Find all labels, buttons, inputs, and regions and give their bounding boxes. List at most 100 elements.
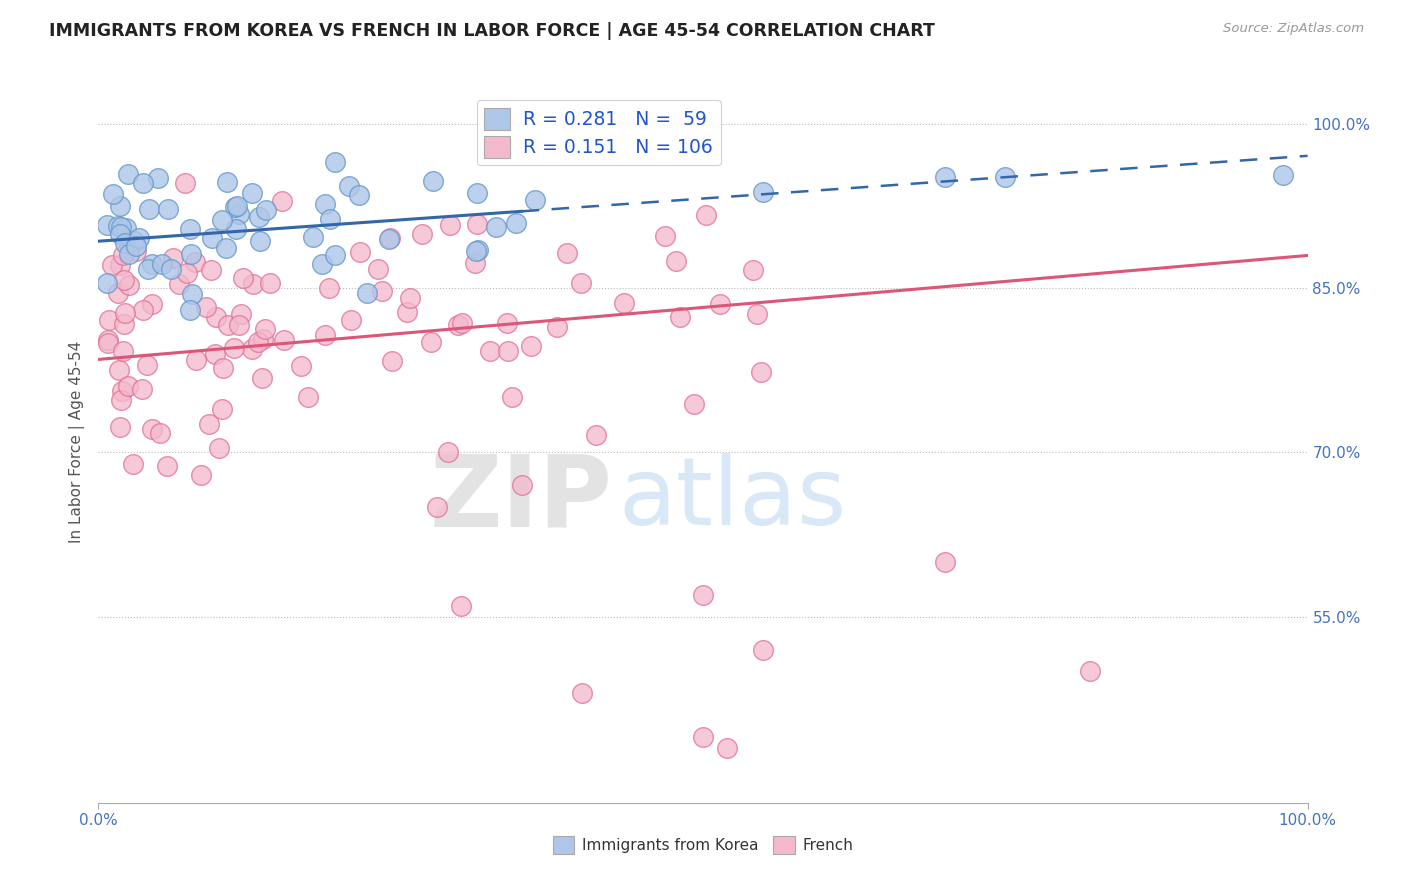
Point xyxy=(96,276,118,290)
Point xyxy=(101,186,124,201)
Point xyxy=(741,263,763,277)
Point xyxy=(349,244,371,259)
Point xyxy=(356,285,378,300)
Point xyxy=(194,300,217,314)
Point xyxy=(752,185,775,199)
Point xyxy=(132,176,155,190)
Point xyxy=(450,599,472,613)
Point xyxy=(1272,168,1295,182)
Point xyxy=(98,312,121,326)
Point xyxy=(464,256,486,270)
Point xyxy=(110,258,132,272)
Point xyxy=(259,276,281,290)
Point xyxy=(211,401,233,416)
Point xyxy=(97,335,120,350)
Point xyxy=(112,317,135,331)
Point xyxy=(183,255,205,269)
Point xyxy=(585,427,607,442)
Point xyxy=(371,285,394,299)
Legend: Immigrants from Korea, French: Immigrants from Korea, French xyxy=(547,830,859,860)
Point xyxy=(709,297,731,311)
Point xyxy=(520,339,543,353)
Point xyxy=(146,170,169,185)
Point xyxy=(228,318,250,333)
Point xyxy=(692,588,714,602)
Point xyxy=(367,261,389,276)
Point xyxy=(934,170,956,185)
Point xyxy=(311,257,333,271)
Point xyxy=(160,262,183,277)
Point xyxy=(228,207,250,221)
Point xyxy=(141,421,163,435)
Point xyxy=(156,459,179,474)
Point xyxy=(111,343,134,358)
Point xyxy=(695,208,717,222)
Point xyxy=(131,382,153,396)
Point xyxy=(340,313,363,327)
Point xyxy=(510,478,533,492)
Point xyxy=(349,188,371,202)
Point xyxy=(112,248,135,262)
Point xyxy=(108,362,131,376)
Point xyxy=(254,202,277,217)
Point xyxy=(692,730,714,744)
Point xyxy=(217,318,239,332)
Point xyxy=(225,222,247,236)
Point xyxy=(117,167,139,181)
Point xyxy=(934,555,956,569)
Point xyxy=(107,285,129,300)
Point xyxy=(215,242,238,256)
Point xyxy=(211,213,233,227)
Point xyxy=(96,218,118,232)
Point xyxy=(108,227,131,241)
Text: atlas: atlas xyxy=(619,453,846,545)
Point xyxy=(128,231,150,245)
Point xyxy=(422,174,444,188)
Point xyxy=(138,202,160,216)
Point xyxy=(136,262,159,277)
Point xyxy=(302,230,325,244)
Point xyxy=(271,194,294,208)
Point xyxy=(314,327,336,342)
Point xyxy=(546,320,568,334)
Point xyxy=(118,277,141,292)
Point xyxy=(173,176,195,190)
Text: ZIP: ZIP xyxy=(429,450,613,548)
Point xyxy=(232,271,254,285)
Point xyxy=(571,686,593,700)
Point xyxy=(150,257,173,271)
Point xyxy=(319,212,342,227)
Point xyxy=(613,296,636,310)
Point xyxy=(122,234,145,248)
Point xyxy=(125,239,148,253)
Point xyxy=(215,175,238,189)
Point xyxy=(141,257,163,271)
Point xyxy=(467,243,489,257)
Y-axis label: In Labor Force | Age 45-54: In Labor Force | Age 45-54 xyxy=(69,341,86,542)
Point xyxy=(716,741,738,756)
Point xyxy=(240,342,263,356)
Point xyxy=(114,306,136,320)
Point xyxy=(426,500,449,515)
Point xyxy=(181,287,204,301)
Point xyxy=(447,318,470,333)
Point xyxy=(501,390,523,404)
Point xyxy=(496,316,519,330)
Text: Source: ZipAtlas.com: Source: ZipAtlas.com xyxy=(1223,22,1364,36)
Point xyxy=(204,310,226,325)
Point xyxy=(451,317,474,331)
Point xyxy=(204,347,226,361)
Point xyxy=(318,281,340,295)
Point xyxy=(378,232,401,246)
Point xyxy=(381,354,404,368)
Point xyxy=(184,353,207,368)
Point xyxy=(148,426,170,441)
Point xyxy=(654,229,676,244)
Point xyxy=(135,359,157,373)
Point xyxy=(249,234,271,248)
Point xyxy=(250,371,273,385)
Text: IMMIGRANTS FROM KOREA VS FRENCH IN LABOR FORCE | AGE 45-54 CORRELATION CHART: IMMIGRANTS FROM KOREA VS FRENCH IN LABOR… xyxy=(49,22,935,40)
Point xyxy=(222,342,245,356)
Point xyxy=(524,193,547,207)
Point xyxy=(1078,665,1101,679)
